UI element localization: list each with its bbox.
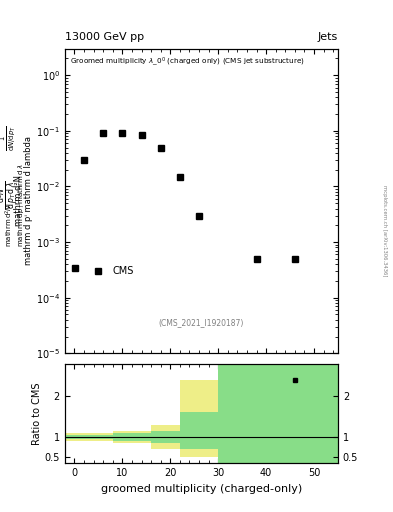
Text: mcplots.cern.ch [arXiv:1306.3436]: mcplots.cern.ch [arXiv:1306.3436]	[382, 185, 387, 276]
Text: Groomed multiplicity $\lambda\_0^0$ (charged only) (CMS jet substructure): Groomed multiplicity $\lambda\_0^0$ (cha…	[70, 55, 305, 68]
Text: (CMS_2021_I1920187): (CMS_2021_I1920187)	[159, 318, 244, 327]
X-axis label: groomed multiplicity (charged-only): groomed multiplicity (charged-only)	[101, 484, 302, 494]
Text: CMS: CMS	[113, 266, 134, 276]
Text: $\mathrm{mathrm\,d}^2N$
$\mathrm{mathrm\,d}\,p_T\,\mathrm{mathrm\,d}\,\lambda$: $\mathrm{mathrm\,d}^2N$ $\mathrm{mathrm\…	[4, 163, 27, 247]
Text: $\frac{1}{\mathrm{d}N/\mathrm{d}p_T}$: $\frac{1}{\mathrm{d}N/\mathrm{d}p_T}$	[0, 125, 18, 151]
Y-axis label: mathrm d²N
mathrm d pⁱ mathrm d lambda: mathrm d²N mathrm d pⁱ mathrm d lambda	[14, 137, 33, 265]
Text: $\frac{\mathrm{d}^2N}{\mathrm{d}\,p_T\,\mathrm{d}\,\lambda}$: $\frac{\mathrm{d}^2N}{\mathrm{d}\,p_T\,\…	[0, 180, 19, 209]
Text: Jets: Jets	[318, 32, 338, 42]
Y-axis label: Ratio to CMS: Ratio to CMS	[32, 382, 42, 445]
Text: 13000 GeV pp: 13000 GeV pp	[65, 32, 144, 42]
